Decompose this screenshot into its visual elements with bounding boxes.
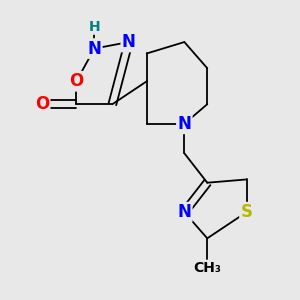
Text: S: S	[241, 203, 253, 221]
Text: O: O	[35, 95, 49, 113]
Text: H: H	[88, 20, 100, 34]
Text: O: O	[69, 72, 83, 90]
Text: CH₃: CH₃	[193, 261, 221, 275]
Text: N: N	[177, 115, 191, 133]
Text: N: N	[122, 33, 136, 51]
Text: N: N	[177, 203, 191, 221]
Text: N: N	[87, 40, 101, 58]
